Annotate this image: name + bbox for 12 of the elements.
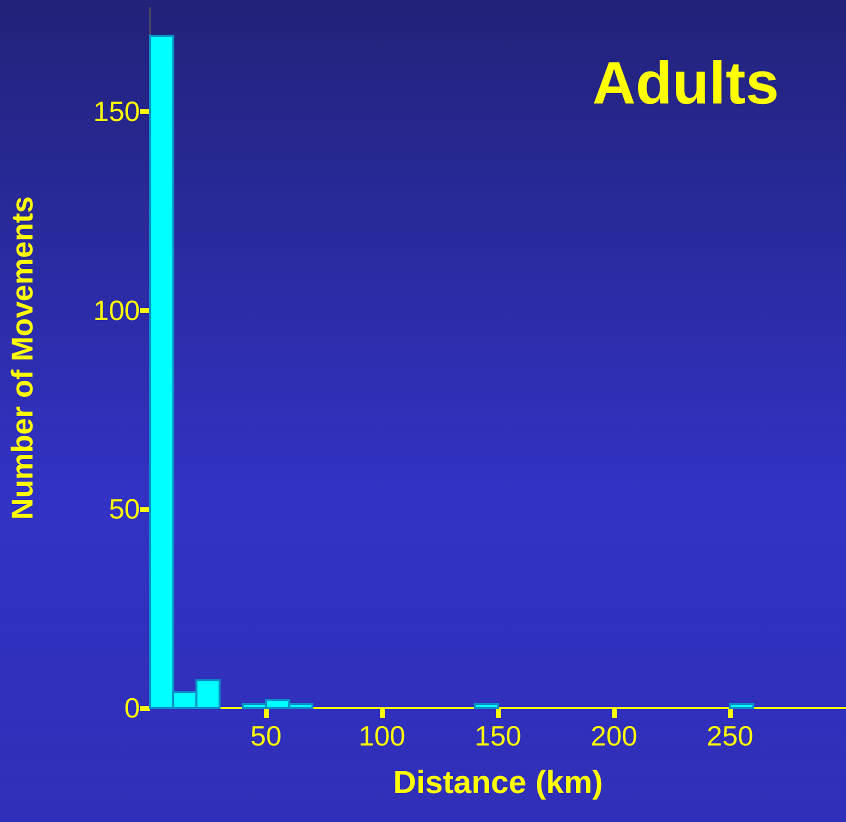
y-tick-label: 100 [93,294,140,326]
text: Adults [592,50,780,116]
x-tick-label: 150 [474,720,522,752]
x-tick-label: 250 [706,720,754,752]
x-tick-label: 200 [590,720,638,752]
y-tick-label: 50 [108,494,140,525]
x-tick-label: 50 [250,720,282,752]
y-axis-title: Number of Movements [6,196,40,520]
x-tick-label: 100 [358,720,406,752]
y-tick-label: 0 [124,692,140,724]
x-axis-title: Distance (km) [393,764,603,800]
y-tick-label: 150 [93,96,140,127]
